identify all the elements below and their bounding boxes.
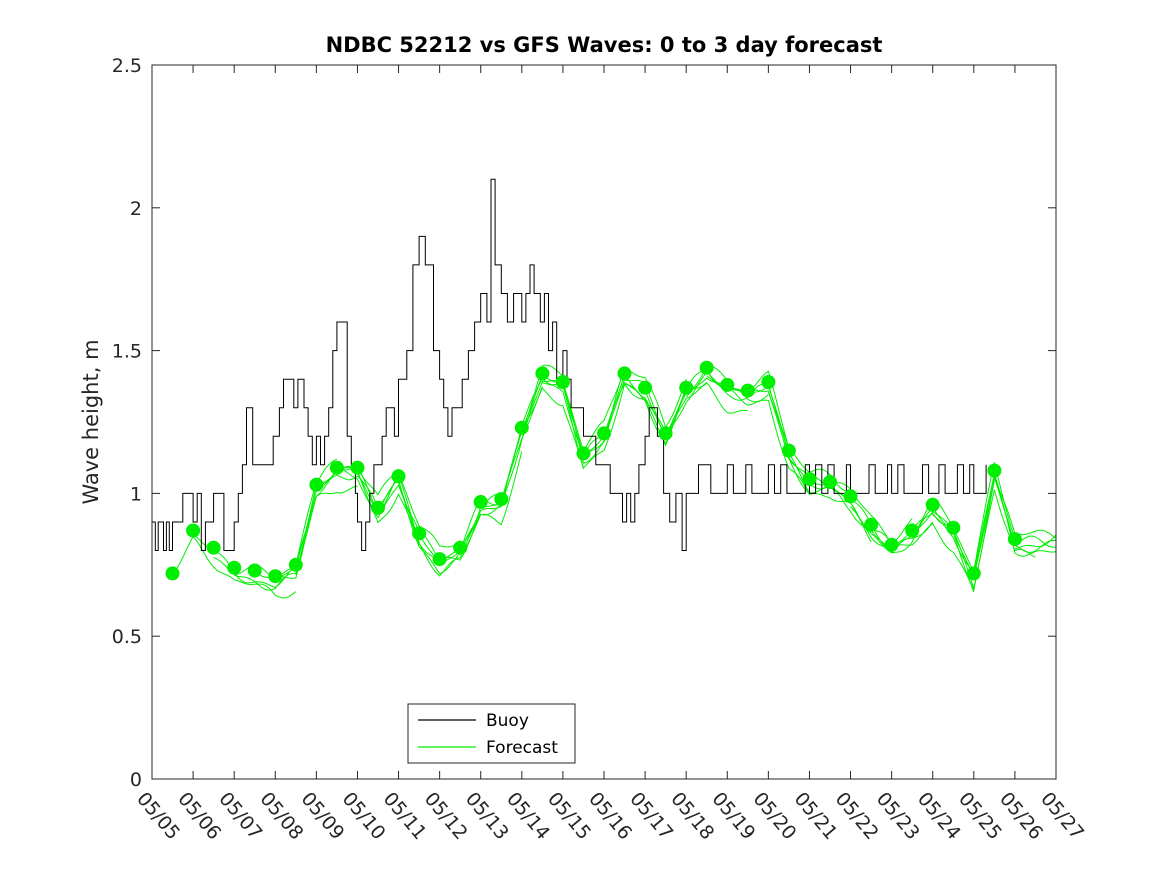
forecast-marker <box>350 460 365 475</box>
chart-title: NDBC 52212 vs GFS Waves: 0 to 3 day fore… <box>326 33 883 57</box>
forecast-marker <box>987 463 1002 478</box>
forecast-marker <box>535 366 550 381</box>
forecast-marker <box>843 489 858 504</box>
forecast-run-line <box>1014 534 1057 550</box>
forecast-marker <box>740 383 755 398</box>
forecast-marker <box>514 420 529 435</box>
y-axis-label: Wave height, m <box>79 339 103 504</box>
legend-label-forecast: Forecast <box>486 738 558 758</box>
plot-area <box>152 65 1056 779</box>
forecast-marker <box>658 426 673 441</box>
forecast-marker <box>371 500 385 515</box>
forecast-marker <box>412 526 427 541</box>
y-axis: 0 0.5 1 1.5 2 2.5 <box>112 55 1056 791</box>
forecast-run-line <box>850 506 975 593</box>
forecast-marker <box>206 540 221 555</box>
forecast-marker <box>391 469 406 484</box>
forecast-marker <box>946 520 961 535</box>
legend-label-buoy: Buoy <box>486 711 529 731</box>
forecast-marker <box>905 523 920 538</box>
y-tick-label: 2 <box>130 198 142 220</box>
forecast-marker <box>720 377 735 392</box>
buoy-line <box>152 178 987 551</box>
forecast-marker <box>165 566 180 581</box>
forecast-marker <box>699 360 714 375</box>
forecast-marker <box>309 477 324 492</box>
y-tick-label: 1.5 <box>112 341 142 363</box>
forecast-marker <box>494 492 509 507</box>
forecast-marker <box>884 537 899 552</box>
forecast-marker <box>576 446 591 461</box>
y-tick-label: 2.5 <box>112 55 142 77</box>
forecast-marker <box>802 472 817 487</box>
y-tick-label: 0.5 <box>112 626 142 648</box>
y-tick-label: 0 <box>130 769 142 791</box>
forecast-run-line <box>295 468 420 576</box>
forecast-marker <box>925 497 940 512</box>
forecast-run-line <box>973 473 1057 575</box>
forecast-marker <box>227 560 242 575</box>
forecast-marker <box>1007 532 1022 547</box>
forecast-marker <box>638 380 653 395</box>
forecast-marker <box>268 569 283 584</box>
forecast-marker <box>761 375 776 389</box>
forecast-marker <box>597 426 611 441</box>
forecast-marker <box>288 557 303 572</box>
forecast-run-line <box>624 381 748 445</box>
forecast-marker <box>781 443 796 458</box>
forecast-marker <box>247 563 262 578</box>
forecast-marker <box>329 460 344 475</box>
forecast-marker <box>473 495 488 509</box>
forecast-marker <box>864 517 879 532</box>
forecast-marker <box>453 540 468 555</box>
forecast-marker <box>186 523 201 538</box>
marker-layer <box>165 360 1022 584</box>
y-tick-label: 1 <box>130 483 142 505</box>
forecast-marker <box>555 375 570 389</box>
forecast-marker <box>823 475 837 489</box>
forecast-marker <box>679 380 694 395</box>
forecast-marker <box>432 552 447 567</box>
legend: Buoy Forecast <box>407 703 576 764</box>
forecast-marker <box>966 566 981 581</box>
forecast-marker <box>617 366 632 381</box>
forecast-run-line <box>685 377 810 495</box>
legend-box <box>407 703 576 764</box>
